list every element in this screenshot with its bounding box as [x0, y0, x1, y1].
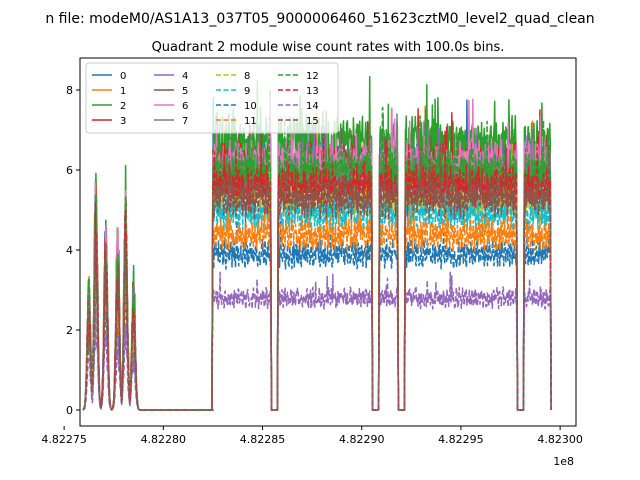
- x-tick-label: 4.82295: [438, 433, 484, 446]
- legend-label: 1: [120, 86, 126, 97]
- legend-box: [85, 62, 339, 134]
- x-tick-label: 4.82275: [41, 433, 87, 446]
- legend-label: 13: [306, 86, 319, 97]
- plot-frame: [79, 57, 577, 427]
- legend-label: 3: [120, 116, 126, 127]
- legend-label: 6: [182, 101, 188, 112]
- series-line-12: [82, 106, 552, 411]
- x-tick-label: 4.82285: [240, 433, 286, 446]
- legend-label: 14: [306, 101, 319, 112]
- y-axis: 0 2 4 6 8: [66, 84, 80, 417]
- figure-suptitle: n file: modeM0/AS1A13_037T05_9000006460_…: [45, 11, 594, 27]
- legend-label: 2: [120, 101, 126, 112]
- y-tick-label: 6: [66, 164, 73, 177]
- x-offset-label: 1e8: [553, 455, 574, 468]
- x-tick-label: 4.82290: [339, 433, 385, 446]
- legend-label: 12: [306, 71, 319, 82]
- legend-label: 10: [244, 101, 257, 112]
- y-tick-label: 0: [66, 404, 73, 417]
- y-tick-label: 8: [66, 84, 73, 97]
- legend-label: 5: [182, 86, 188, 97]
- y-tick-label: 4: [66, 244, 73, 257]
- series-line-11: [82, 185, 552, 411]
- legend-label: 9: [244, 86, 250, 97]
- y-tick-label: 2: [66, 324, 73, 337]
- x-tick-label: 4.82300: [537, 433, 583, 446]
- series-line-15: [82, 142, 552, 411]
- x-tick-label: 4.82280: [141, 433, 187, 446]
- series-line-14: [82, 271, 552, 411]
- x-axis: 4.82275 4.82280 4.82285 4.82290 4.82295 4.823…: [41, 426, 583, 446]
- plot-lines: [82, 75, 552, 411]
- legend-label: 7: [182, 116, 188, 127]
- legend-label: 8: [244, 71, 250, 82]
- legend-label: 11: [244, 116, 257, 127]
- legend-label: 15: [306, 116, 319, 127]
- chart-title: Quadrant 2 module wise count rates with …: [152, 40, 505, 55]
- legend-label: 0: [120, 71, 126, 82]
- legend-label: 4: [182, 71, 188, 82]
